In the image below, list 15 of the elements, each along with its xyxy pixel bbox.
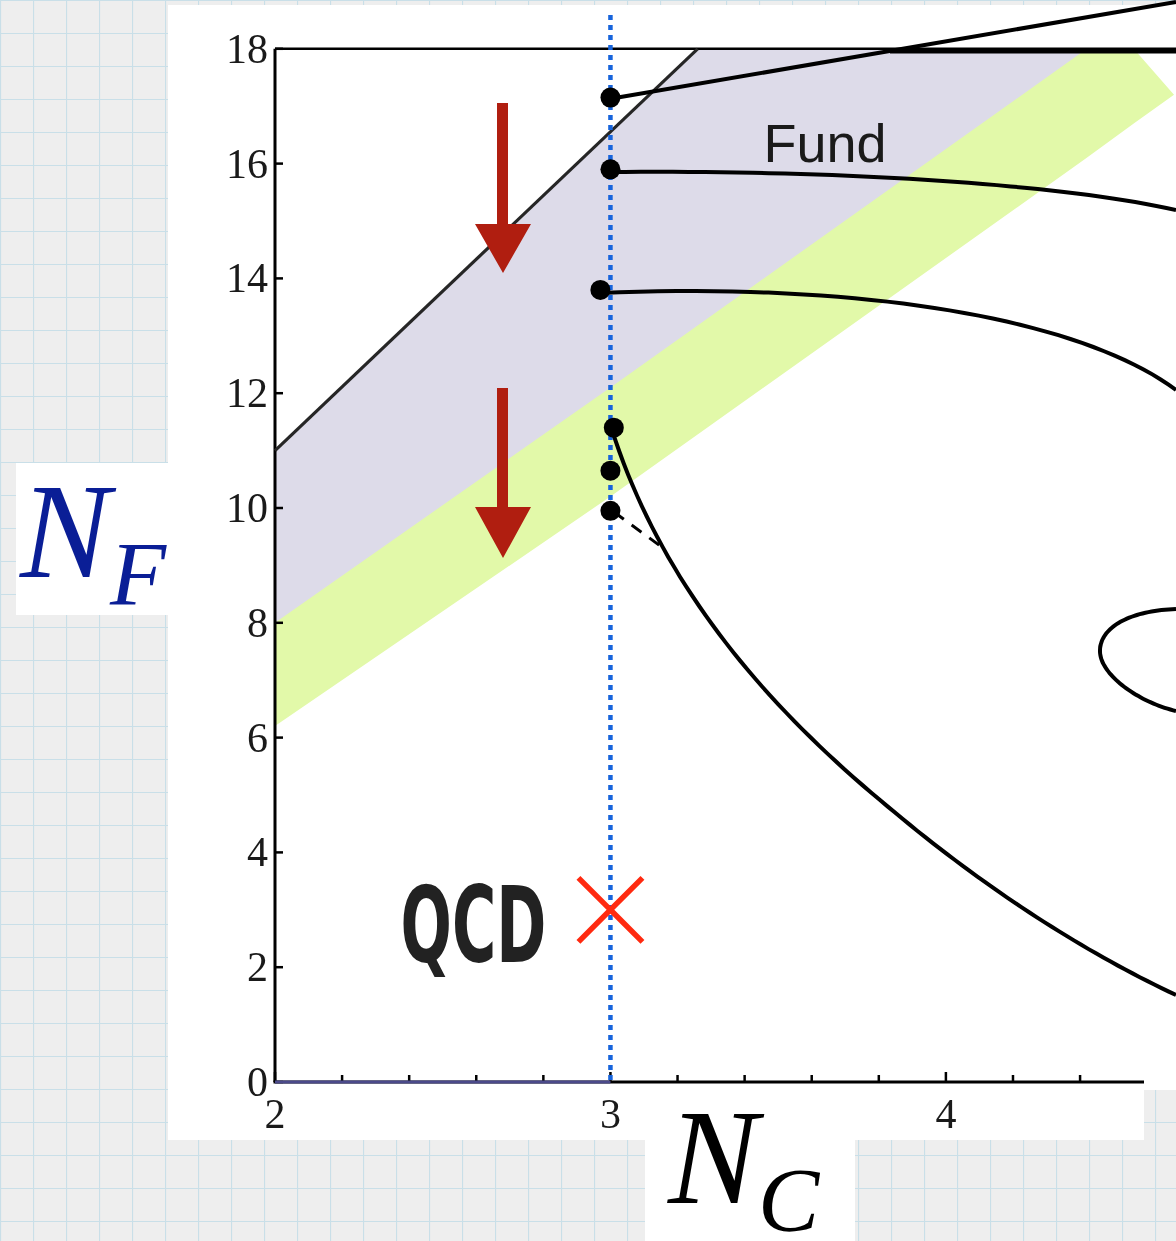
annotation: Fund bbox=[763, 113, 887, 173]
y-tick-label: 10 bbox=[226, 485, 268, 531]
x-tick-label: 3 bbox=[599, 1091, 621, 1137]
y-tick-label: 12 bbox=[226, 370, 268, 417]
y-tick-label: 2 bbox=[247, 944, 268, 991]
y-tick-label: 8 bbox=[247, 599, 268, 646]
y-tick-label: 16 bbox=[226, 140, 268, 187]
y-tick-label: 14 bbox=[226, 255, 268, 302]
x-axis-title: N$_{C}$ bbox=[667, 1083, 822, 1241]
y-tick-label: 6 bbox=[247, 714, 268, 761]
x-tick-label: 4 bbox=[935, 1091, 957, 1137]
y-tick-label: 18 bbox=[226, 25, 268, 72]
annotation: QCD bbox=[400, 863, 547, 987]
y-tick-label: 0 bbox=[247, 1059, 268, 1105]
y-tick-label: 4 bbox=[247, 829, 268, 876]
